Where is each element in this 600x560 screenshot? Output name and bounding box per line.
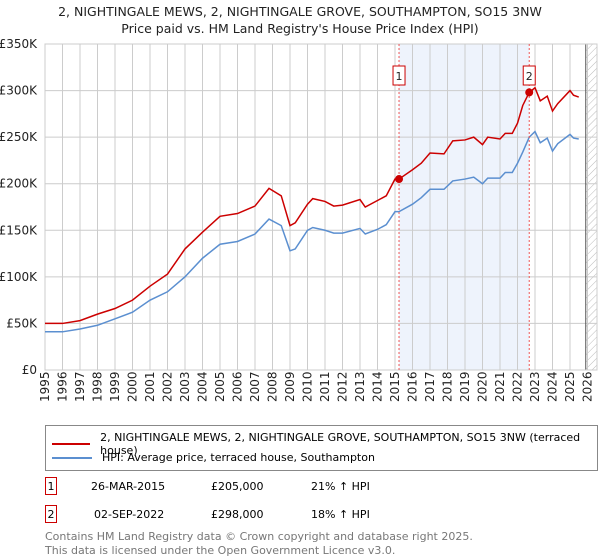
legend: 2, NIGHTINGALE MEWS, 2, NIGHTINGALE GROV… <box>45 425 598 471</box>
x-tick-label: 2026 <box>581 371 595 402</box>
x-tick-label: 2015 <box>388 371 402 402</box>
x-tick-label: 2016 <box>406 371 420 402</box>
legend-label-hpi: HPI: Average price, terraced house, Sout… <box>102 451 375 464</box>
x-tick-label: 2020 <box>476 371 490 402</box>
x-tick-label: 2023 <box>528 371 542 402</box>
sale-date: 26-MAR-2015 <box>91 479 166 493</box>
legend-label-property: 2, NIGHTINGALE MEWS, 2, NIGHTINGALE GROV… <box>100 431 581 457</box>
x-tick-label: 2005 <box>213 371 227 402</box>
y-tick-label: £100K <box>0 270 38 284</box>
chart-title: 2, NIGHTINGALE MEWS, 2, NIGHTINGALE GROV… <box>58 4 542 19</box>
sale-price: £205,000 <box>211 479 264 493</box>
x-tick-label: 2003 <box>178 371 192 402</box>
sale-marker: 2 <box>45 505 57 523</box>
x-tick-label: 2001 <box>143 371 157 402</box>
chart-subtitle: Price paid vs. HM Land Registry's House … <box>121 21 479 36</box>
sale-row-1: 1 26-MAR-2015 £205,000 21% ↑ HPI <box>45 477 370 495</box>
y-tick-label: £50K <box>6 316 38 330</box>
sale-row-2: 2 02-SEP-2022 £298,000 18% ↑ HPI <box>45 505 370 523</box>
y-tick-label: £0 <box>22 363 37 377</box>
sale-price: £298,000 <box>211 507 264 521</box>
y-tick-label: £150K <box>0 223 38 237</box>
x-tick-label: 1998 <box>91 371 105 402</box>
sale-marker: 1 <box>45 477 57 495</box>
sale-point <box>525 88 534 97</box>
x-tick-label: 2025 <box>563 371 577 402</box>
y-tick-label: £350K <box>0 37 38 51</box>
sale-hpi: 18% ↑ HPI <box>311 507 370 521</box>
x-tick-label: 2017 <box>423 371 437 402</box>
sale-hpi: 21% ↑ HPI <box>311 479 370 493</box>
x-tick-label: 1999 <box>108 371 122 402</box>
x-tick-label: 2011 <box>318 371 332 402</box>
sale-date: 02-SEP-2022 <box>94 507 165 521</box>
sale-label-box <box>392 65 406 86</box>
x-tick-label: 2014 <box>371 371 385 402</box>
x-tick-label: 2012 <box>336 371 350 402</box>
x-tick-label: 2010 <box>301 371 315 402</box>
footer-line: This data is licensed under the Open Gov… <box>45 544 396 557</box>
y-tick-label: £250K <box>0 130 38 144</box>
shaded-period <box>399 44 530 370</box>
x-tick-label: 2024 <box>546 371 560 402</box>
property-price-line <box>45 86 580 325</box>
x-tick-label: 2013 <box>353 371 367 402</box>
sale-label: 1 <box>396 70 403 83</box>
plot-border <box>44 43 598 371</box>
x-tick-label: 2004 <box>196 371 210 402</box>
x-tick-label: 2018 <box>441 371 455 402</box>
x-tick-label: 1997 <box>73 371 87 402</box>
sale-point <box>395 175 404 184</box>
forecast-hatch <box>585 44 597 370</box>
x-tick-label: 2009 <box>283 371 297 402</box>
legend-swatch-property <box>52 443 91 445</box>
x-tick-label: 2019 <box>458 371 472 402</box>
x-tick-label: 1996 <box>56 371 70 402</box>
footer: Contains HM Land Registry data © Crown c… <box>45 530 473 558</box>
footer-line: Contains HM Land Registry data © Crown c… <box>45 530 473 543</box>
x-tick-label: 2002 <box>161 371 175 402</box>
sale-label-box <box>522 65 536 86</box>
legend-swatch-hpi <box>52 456 92 459</box>
x-tick-label: 1995 <box>38 371 52 402</box>
x-tick-label: 2007 <box>248 371 262 402</box>
x-tick-label: 2021 <box>493 371 507 402</box>
x-tick-label: 2000 <box>126 371 140 402</box>
hpi-line <box>45 130 579 333</box>
x-tick-label: 2022 <box>511 371 525 402</box>
sale-label: 2 <box>526 70 533 83</box>
x-tick-label: 2006 <box>231 371 245 402</box>
y-tick-label: £300K <box>0 84 38 98</box>
price-chart: £0 £50K £100K £150K £200K £250K £300K £350K 1995… <box>0 37 598 402</box>
x-tick-label: 2008 <box>266 371 280 402</box>
y-tick-label: £200K <box>0 177 38 191</box>
